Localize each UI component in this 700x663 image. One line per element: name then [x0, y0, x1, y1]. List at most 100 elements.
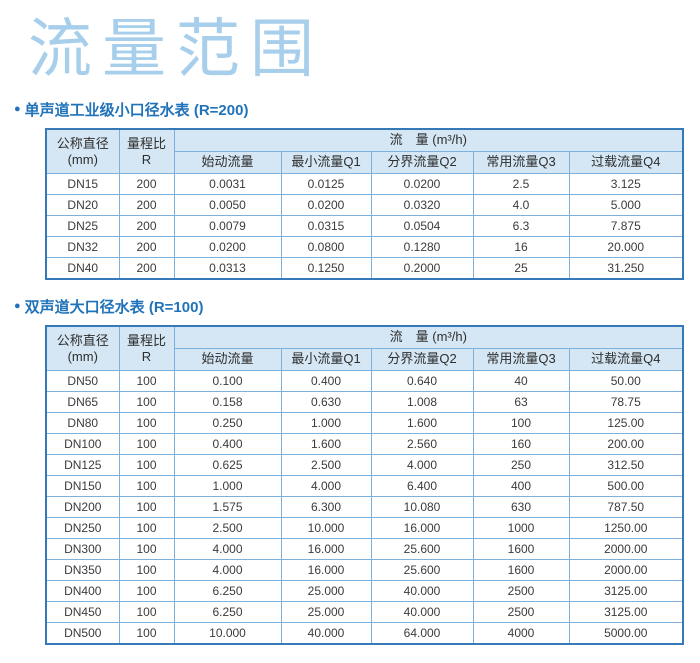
value-cell: 40.000: [280, 622, 372, 645]
header-overload-flow-q4: 过载流量Q4: [568, 348, 684, 372]
table-row: DN450 100 6.250 25.000 40.000 2500 3125.00: [45, 601, 684, 624]
value-cell: 10.000: [173, 622, 282, 645]
header-common-flow-q3: 常用流量Q3: [472, 151, 570, 175]
value-cell: 0.400: [173, 433, 282, 456]
header-diameter-unit: (mm): [67, 348, 98, 364]
value-cell: 100: [118, 496, 175, 519]
header-transition-flow-q2: 分界流量Q2: [370, 151, 474, 175]
diameter-cell: DN25: [45, 215, 120, 238]
table-row: DN350 100 4.000 16.000 25.600 1600 2000.00: [45, 559, 684, 582]
table-header: 公称直径 (mm) 量程比 R 流 量 (m³/h) 始动流量 最小流量Q1 分…: [45, 128, 684, 175]
value-cell: 1.000: [280, 412, 372, 435]
value-cell: 0.1250: [280, 257, 372, 280]
diameter-cell: DN40: [45, 257, 120, 280]
value-cell: 250: [472, 454, 570, 477]
value-cell: 2.500: [173, 517, 282, 540]
table-row: DN40 200 0.0313 0.1250 0.2000 25 31.250: [45, 257, 684, 280]
table-row: DN300 100 4.000 16.000 25.600 1600 2000.00: [45, 538, 684, 561]
value-cell: 3125.00: [568, 580, 684, 603]
table-row: DN200 100 1.575 6.300 10.080 630 787.50: [45, 496, 684, 519]
value-cell: 5.000: [568, 194, 684, 217]
value-cell: 160: [472, 433, 570, 456]
value-cell: 10.080: [370, 496, 474, 519]
value-cell: 2.5: [472, 173, 570, 196]
value-cell: 200: [118, 173, 175, 196]
value-cell: 25.600: [370, 559, 474, 582]
table-row: DN125 100 0.625 2.500 4.000 250 312.50: [45, 454, 684, 477]
value-cell: 787.50: [568, 496, 684, 519]
value-cell: 0.0320: [370, 194, 474, 217]
header-diameter-unit: (mm): [67, 151, 98, 167]
value-cell: 7.875: [568, 215, 684, 238]
section-title-large-meters: ● 双声道大口径水表 (R=100): [14, 296, 700, 317]
value-cell: 200: [118, 236, 175, 259]
value-cell: 1.000: [173, 475, 282, 498]
diameter-cell: DN65: [45, 391, 120, 414]
value-cell: 100: [118, 433, 175, 456]
diameter-cell: DN300: [45, 538, 120, 561]
value-cell: 0.640: [370, 370, 474, 393]
value-cell: 1600: [472, 559, 570, 582]
table-row: DN500 100 10.000 40.000 64.000 4000 5000.00: [45, 622, 684, 645]
value-cell: 3125.00: [568, 601, 684, 624]
value-cell: 16.000: [280, 538, 372, 561]
diameter-cell: DN500: [45, 622, 120, 645]
table-row: DN150 100 1.000 4.000 6.400 400 500.00: [45, 475, 684, 498]
value-cell: 6.250: [173, 580, 282, 603]
value-cell: 0.2000: [370, 257, 474, 280]
value-cell: 6.300: [280, 496, 372, 519]
section-title-text: 双声道大口径水表 (R=100): [24, 299, 204, 317]
value-cell: 0.100: [173, 370, 282, 393]
value-cell: 40.000: [370, 580, 474, 603]
diameter-cell: DN125: [45, 454, 120, 477]
value-cell: 100: [118, 580, 175, 603]
value-cell: 10.000: [280, 517, 372, 540]
value-cell: 1000: [472, 517, 570, 540]
diameter-cell: DN80: [45, 412, 120, 435]
table-row: DN250 100 2.500 10.000 16.000 1000 1250.00: [45, 517, 684, 540]
flow-table-small-meters: 公称直径 (mm) 量程比 R 流 量 (m³/h) 始动流量 最小流量Q1 分…: [45, 128, 685, 281]
value-cell: 5000.00: [568, 622, 684, 645]
diameter-cell: DN50: [45, 370, 120, 393]
diameter-cell: DN100: [45, 433, 120, 456]
table-row: DN80 100 0.250 1.000 1.600 100 125.00: [45, 412, 684, 435]
value-cell: 100: [118, 538, 175, 561]
value-cell: 0.0504: [370, 215, 474, 238]
value-cell: 100: [118, 517, 175, 540]
value-cell: 100: [118, 559, 175, 582]
value-cell: 0.0200: [370, 173, 474, 196]
header-ratio-symbol: R: [141, 348, 152, 364]
value-cell: 100: [118, 475, 175, 498]
value-cell: 200.00: [568, 433, 684, 456]
value-cell: 4.000: [173, 538, 282, 561]
value-cell: 20.000: [568, 236, 684, 259]
section-title-text: 单声道工业级小口径水表 (R=200): [24, 102, 249, 120]
value-cell: 2000.00: [568, 559, 684, 582]
value-cell: 100: [472, 412, 570, 435]
value-cell: 100: [118, 391, 175, 414]
value-cell: 6.250: [173, 601, 282, 624]
value-cell: 16.000: [280, 559, 372, 582]
header-transition-flow-q2: 分界流量Q2: [370, 348, 474, 372]
diameter-cell: DN15: [45, 173, 120, 196]
value-cell: 64.000: [370, 622, 474, 645]
value-cell: 100: [118, 454, 175, 477]
diameter-cell: DN20: [45, 194, 120, 217]
value-cell: 1.575: [173, 496, 282, 519]
diameter-cell: DN450: [45, 601, 120, 624]
value-cell: 400: [472, 475, 570, 498]
value-cell: 6.400: [370, 475, 474, 498]
value-cell: 0.630: [280, 391, 372, 414]
value-cell: 200: [118, 257, 175, 280]
bullet-icon: ●: [14, 103, 21, 116]
table-row: DN32 200 0.0200 0.0800 0.1280 16 20.000: [45, 236, 684, 259]
value-cell: 40: [472, 370, 570, 393]
value-cell: 0.1280: [370, 236, 474, 259]
value-cell: 1.600: [280, 433, 372, 456]
value-cell: 1250.00: [568, 517, 684, 540]
value-cell: 100: [118, 601, 175, 624]
value-cell: 0.0125: [280, 173, 372, 196]
flow-table-large-meters: 公称直径 (mm) 量程比 R 流 量 (m³/h) 始动流量 最小流量Q1 分…: [45, 325, 685, 646]
table-row: DN15 200 0.0031 0.0125 0.0200 2.5 3.125: [45, 173, 684, 196]
value-cell: 2500: [472, 601, 570, 624]
